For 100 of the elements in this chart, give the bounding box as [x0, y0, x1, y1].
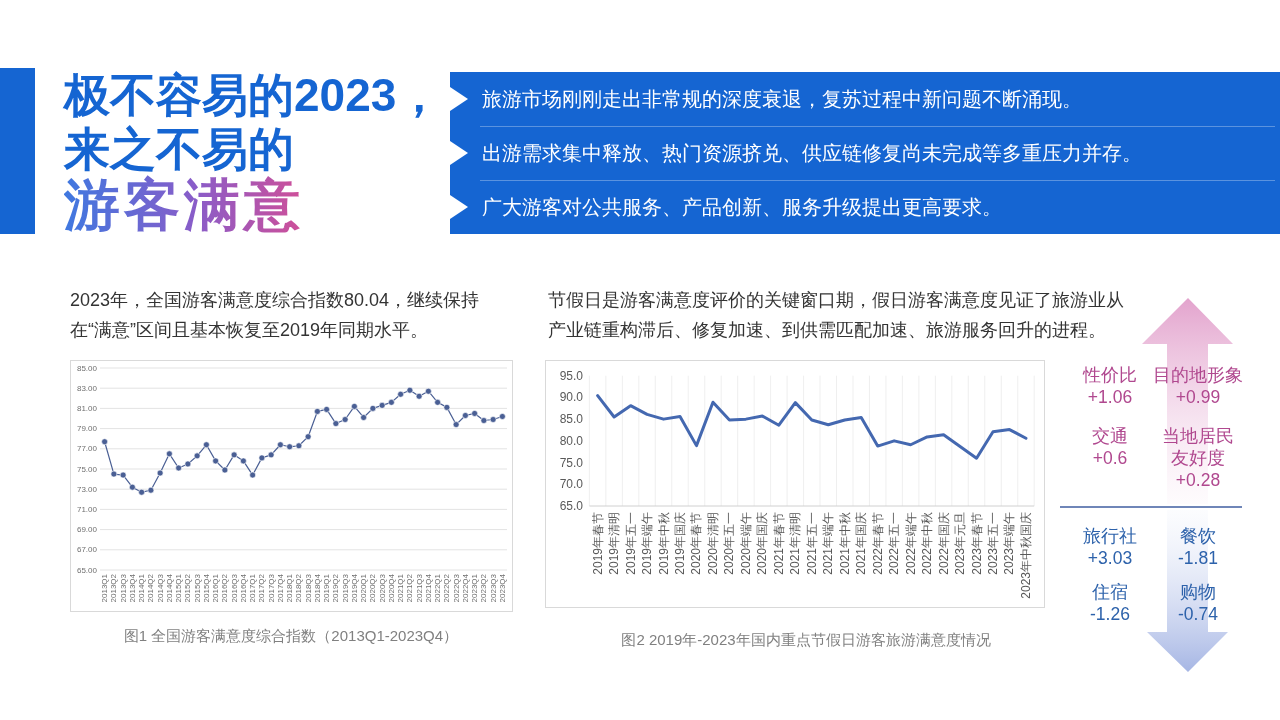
x-tick-label: 2021年端午: [821, 512, 836, 575]
label: 餐饮: [1179, 525, 1217, 547]
x-tick-label: 2020Q4: [386, 574, 396, 603]
value-label: -0.74: [1177, 603, 1219, 625]
title: 极不容易的2023，来之不易的: [64, 68, 444, 175]
x-tick-label: 2021年五一: [804, 512, 819, 575]
x-tick-label: 2015Q3: [192, 574, 202, 603]
y-tick-label: 85.00: [76, 363, 97, 373]
x-tick-label: 2022年五一: [887, 512, 902, 575]
x-tick-label: 2022年端午: [903, 512, 918, 575]
y-tick-label: 75.0: [559, 455, 583, 470]
bullet-text: 旅游市场刚刚走出非常规的深度衰退，复苏过程中新问题不断涌现。: [482, 87, 1082, 112]
label: 目的地形象: [1152, 364, 1244, 386]
x-tick-label: 2016Q4: [238, 574, 248, 603]
x-tick-label: 2019Q4: [349, 574, 359, 603]
y-tick-label: 71.00: [76, 504, 97, 514]
x-tick-label: 2021Q4: [423, 574, 433, 603]
y-tick-label: 79.00: [76, 424, 97, 434]
x-tick-label: 2023年端午: [1002, 512, 1017, 575]
y-tick-label: 85.0: [559, 412, 583, 427]
x-tick-label: 2022Q2: [442, 574, 452, 603]
x-tick-label: 2017Q1: [248, 574, 258, 603]
y-tick-label: 65.0: [559, 499, 583, 513]
value-label: +1.06: [1086, 386, 1134, 408]
x-tick-label: 2023Q3: [488, 574, 498, 603]
label: 住宿: [1091, 581, 1129, 603]
x-tick-label: 2013Q2: [109, 574, 119, 603]
value-label: -1.26: [1089, 603, 1131, 625]
x-tick-label: 2019Q2: [331, 574, 341, 603]
x-tick-label: 2022年中秋: [920, 512, 935, 575]
x-tick-label: 2015Q1: [174, 574, 184, 603]
x-tick-label: 2022Q3: [451, 574, 461, 603]
x-tick-label: 2023年春节: [969, 512, 984, 575]
value-label: +0.99: [1174, 386, 1222, 408]
x-tick-label: 2020年五一: [722, 512, 737, 575]
subtitle: 2023年，全国游客满意度综合指数80.04，继续保持在“满意”区间且基本恢复至2019年同期水平。: [70, 289, 481, 342]
x-tick-label: 2021年清明: [788, 512, 803, 575]
caption: 图2 2019年-2023年国内重点节假日游客旅游满意度情况: [620, 630, 992, 650]
caption: 图1 全国游客满意度综合指数（2013Q1-2023Q4）: [122, 626, 460, 646]
value-label: +0.28: [1174, 469, 1222, 491]
x-tick-label: 2022年春节: [870, 512, 885, 575]
x-tick-label: 2021Q1: [396, 574, 406, 603]
y-tick-label: 65.00: [76, 565, 97, 575]
x-tick-label: 2021年春节: [771, 512, 786, 575]
x-tick-label: 2022年国庆: [936, 512, 951, 575]
x-tick-label: 2023年五一: [986, 512, 1000, 575]
x-tick-label: 2023Q1: [470, 574, 480, 603]
x-tick-label: 2013Q4: [127, 574, 137, 603]
x-tick-label: 2020年国庆: [755, 512, 770, 575]
x-tick-label: 2020年端午: [738, 512, 753, 575]
x-tick-label: 2016Q1: [211, 574, 221, 603]
x-tick-label: 2022Q4: [460, 574, 470, 603]
x-tick-label: 2014Q3: [155, 574, 165, 603]
subtitle: 节假日是游客满意度评价的关键窗口期，假日游客满意度见证了旅游业从产业链重构滞后、修复加速、到供需匹配加速、旅游服务回升的进程。: [548, 289, 1125, 342]
x-tick-label: 2019年中秋: [656, 512, 671, 575]
x-tick-label: 2020Q2: [368, 574, 378, 603]
x-tick-label: 2018Q4: [312, 574, 322, 603]
y-tick-label: 80.0: [559, 433, 583, 448]
x-tick-label: 2020Q1: [359, 574, 369, 603]
y-tick-label: 83.00: [76, 383, 97, 393]
x-tick-label: 2013Q1: [100, 574, 110, 603]
x-tick-label: 2021Q3: [414, 574, 424, 603]
label: 购物: [1179, 581, 1217, 603]
x-tick-label: 2023年中秋国庆: [1018, 512, 1033, 599]
x-tick-label: 2020年春节: [689, 512, 704, 575]
x-tick-label: 2021年国庆: [854, 512, 869, 575]
x-tick-label: 2019年端午: [640, 512, 655, 575]
y-tick-label: 77.00: [76, 444, 97, 454]
y-tick-label: 95.0: [559, 368, 583, 383]
x-tick-label: 2013Q3: [118, 574, 128, 603]
x-tick-label: 2015Q2: [183, 574, 193, 603]
x-tick-label: 2014Q1: [137, 574, 147, 603]
x-tick-label: 2014Q2: [146, 574, 156, 603]
y-tick-label: 73.00: [76, 484, 97, 494]
value-label: -1.81: [1177, 547, 1219, 569]
bullet-text: 广大游客对公共服务、产品创新、服务升级提出更高要求。: [482, 195, 1002, 220]
x-tick-label: 2018Q1: [285, 574, 295, 603]
x-tick-label: 2017Q2: [257, 574, 267, 603]
x-tick-label: 2022Q1: [433, 574, 443, 603]
label: 旅行社: [1082, 525, 1138, 547]
x-tick-label: 2020Q3: [377, 574, 387, 603]
x-tick-label: 2018Q2: [294, 574, 304, 603]
label: 当地居民友好度: [1161, 425, 1235, 469]
value-label: +0.6: [1091, 447, 1129, 469]
x-tick-label: 2015Q4: [201, 574, 211, 603]
x-tick-label: 2019年清明: [607, 512, 622, 575]
y-tick-label: 70.0: [559, 477, 583, 492]
x-tick-label: 2023年元旦: [953, 512, 968, 575]
bullet-text: 出游需求集中释放、热门资源挤兑、供应链修复尚未完成等多重压力并存。: [482, 141, 1142, 166]
x-tick-label: 2021Q2: [405, 574, 415, 603]
x-tick-label: 2019Q3: [340, 574, 350, 603]
x-tick-label: 2017Q4: [275, 574, 285, 603]
x-tick-label: 2020年清明: [705, 512, 720, 575]
y-tick-label: 75.00: [76, 464, 97, 474]
value-label: +3.03: [1086, 547, 1134, 569]
y-tick-label: 69.00: [76, 525, 97, 535]
y-tick-label: 67.00: [76, 545, 97, 555]
x-tick-label: 2021年中秋: [837, 512, 852, 575]
label: 性价比: [1081, 364, 1138, 386]
x-tick-label: 2016Q3: [229, 574, 239, 603]
